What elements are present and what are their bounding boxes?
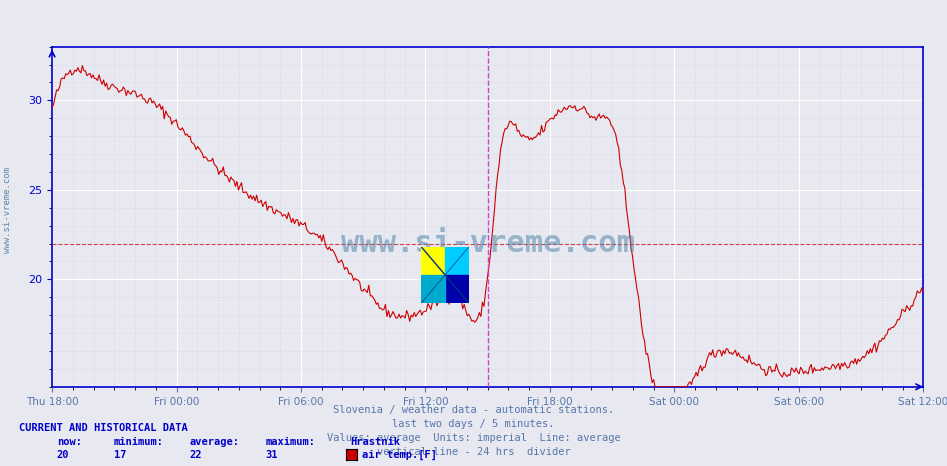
- Bar: [421, 247, 445, 275]
- Text: maximum:: maximum:: [265, 437, 315, 447]
- Text: air temp.[F]: air temp.[F]: [362, 450, 437, 460]
- Text: 17: 17: [114, 450, 126, 459]
- Text: 31: 31: [265, 450, 277, 459]
- Bar: [421, 275, 445, 303]
- Text: Hrastnik: Hrastnik: [350, 437, 401, 447]
- Text: 22: 22: [189, 450, 202, 459]
- Bar: [445, 247, 469, 275]
- Text: CURRENT AND HISTORICAL DATA: CURRENT AND HISTORICAL DATA: [19, 423, 188, 433]
- Text: average:: average:: [189, 437, 240, 447]
- Text: 20: 20: [57, 450, 69, 459]
- Text: www.si-vreme.com: www.si-vreme.com: [341, 229, 634, 259]
- Text: www.si-vreme.com: www.si-vreme.com: [3, 167, 12, 253]
- Text: now:: now:: [57, 437, 81, 447]
- Bar: [445, 275, 469, 303]
- Text: Slovenia / weather data - automatic stations.
last two days / 5 minutes.
Values:: Slovenia / weather data - automatic stat…: [327, 405, 620, 458]
- Text: minimum:: minimum:: [114, 437, 164, 447]
